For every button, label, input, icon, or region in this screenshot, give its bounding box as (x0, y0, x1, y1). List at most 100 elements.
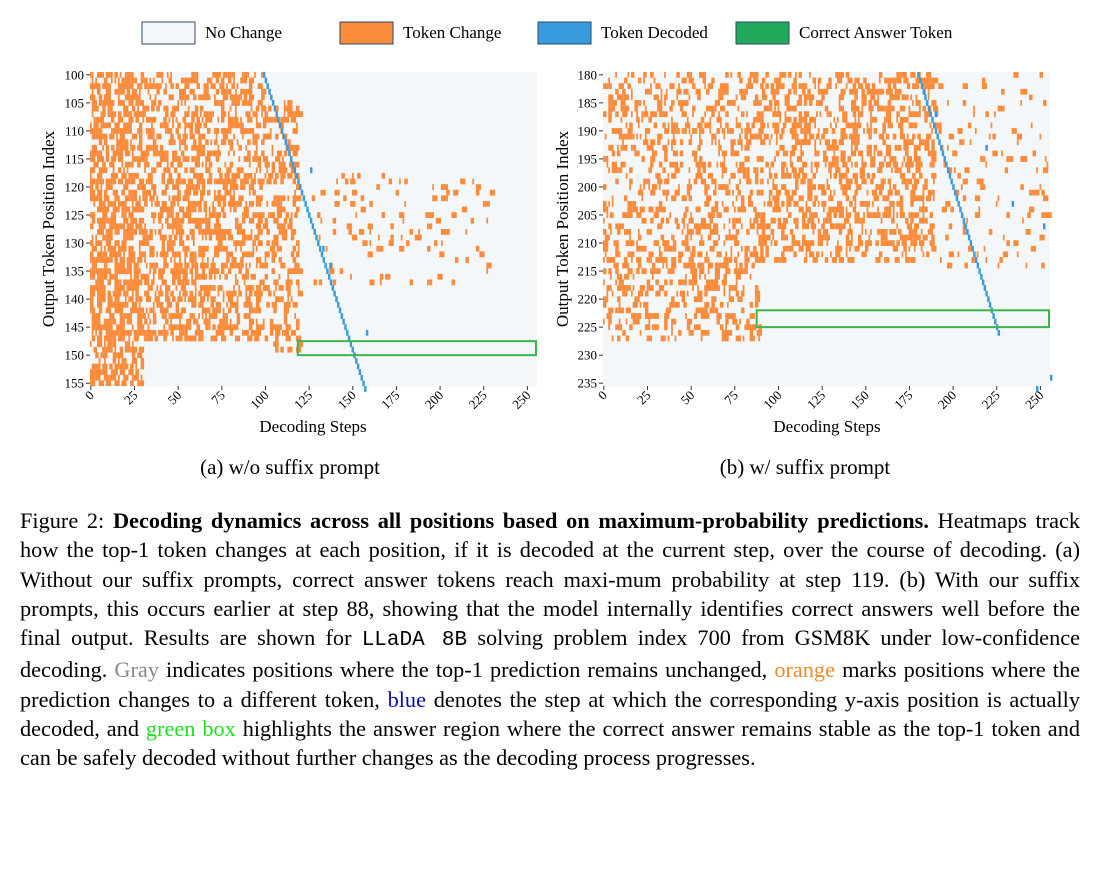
token-change-cell (138, 206, 145, 213)
token-change-cell (262, 223, 269, 230)
token-change-cell (622, 111, 628, 118)
token-change-cell (196, 217, 200, 224)
token-change-cell (175, 335, 180, 342)
token-change-cell (201, 307, 207, 314)
token-change-cell (238, 195, 244, 202)
token-change-cell (266, 229, 270, 235)
token-change-cell (334, 189, 340, 196)
token-change-cell (761, 223, 766, 230)
token-change-cell (884, 240, 890, 247)
token-change-cell (138, 223, 143, 230)
token-change-cell (730, 139, 736, 146)
token-change-cell (93, 105, 99, 112)
token-change-cell (126, 318, 132, 325)
token-change-cell (283, 329, 290, 336)
token-change-cell (170, 257, 173, 263)
token-change-cell (275, 296, 281, 303)
token-decoded-cell (329, 262, 332, 269)
token-change-cell (910, 94, 913, 101)
token-change-cell (803, 240, 810, 247)
token-change-cell (273, 290, 276, 297)
token-change-cell (685, 245, 691, 252)
token-change-cell (941, 206, 947, 213)
token-change-cell (236, 313, 241, 319)
token-change-cell (100, 172, 103, 179)
token-change-cell (814, 116, 817, 123)
token-change-cell (919, 105, 921, 112)
token-change-cell (227, 139, 234, 146)
token-change-cell (655, 257, 661, 263)
token-change-cell (826, 83, 832, 90)
token-change-cell (651, 156, 654, 162)
token-change-cell (165, 307, 169, 314)
token-change-cell (878, 88, 885, 95)
token-change-cell (98, 139, 103, 146)
token-change-cell (276, 200, 279, 207)
token-change-cell (351, 189, 356, 196)
token-change-cell (123, 324, 125, 331)
token-change-cell (1041, 262, 1045, 269)
token-change-cell (158, 212, 164, 218)
token-change-cell (93, 245, 97, 252)
token-change-cell (849, 200, 853, 207)
token-change-cell (215, 223, 221, 230)
token-change-cell (227, 77, 232, 84)
token-change-cell (997, 195, 1000, 202)
token-change-cell (213, 245, 218, 252)
token-change-cell (728, 285, 731, 291)
token-change-cell (913, 240, 918, 247)
token-change-cell (236, 296, 239, 303)
token-change-cell (102, 111, 106, 118)
token-change-cell (739, 318, 741, 325)
token-change-cell (90, 240, 94, 247)
token-change-cell (257, 240, 263, 247)
token-change-cell (320, 189, 326, 196)
token-change-cell (280, 262, 286, 269)
token-change-cell (924, 139, 930, 146)
token-change-cell (603, 245, 609, 252)
token-change-cell (130, 195, 132, 202)
token-change-cell (105, 329, 111, 336)
token-change-cell (903, 245, 907, 252)
token-change-cell (142, 195, 145, 202)
token-decoded-cell (978, 268, 981, 275)
y-tick-label: 115 (65, 151, 84, 166)
token-change-cell (816, 167, 818, 174)
token-change-cell (114, 77, 117, 84)
token-change-cell (653, 77, 656, 84)
token-change-cell (674, 335, 677, 342)
token-change-cell (107, 245, 111, 252)
token-change-cell (744, 128, 750, 134)
token-change-cell (810, 212, 817, 218)
token-change-cell (166, 212, 171, 218)
token-change-cell (838, 94, 844, 101)
token-change-cell (623, 77, 628, 84)
token-change-cell (102, 161, 106, 168)
token-change-cell (144, 318, 148, 325)
token-change-cell (191, 279, 197, 286)
token-change-cell (800, 150, 804, 157)
token-change-cell (233, 133, 235, 140)
answer-box (755, 309, 1050, 329)
token-change-cell (116, 139, 118, 146)
token-change-cell (257, 161, 262, 168)
token-change-cell (639, 329, 642, 336)
token-change-cell (287, 296, 290, 303)
token-change-cell (149, 268, 152, 275)
token-change-cell (1011, 128, 1017, 134)
token-change-cell (611, 200, 614, 207)
token-change-cell (912, 212, 916, 218)
token-decoded-cell (924, 94, 927, 101)
token-change-cell (255, 307, 262, 314)
token-change-cell (212, 307, 218, 314)
token-change-cell (931, 234, 935, 241)
token-change-cell (627, 212, 633, 218)
token-change-cell (796, 172, 801, 179)
token-change-cell (222, 200, 227, 207)
token-change-cell (795, 240, 801, 247)
token-change-cell (823, 128, 829, 134)
token-change-cell (170, 329, 174, 336)
token-change-cell (142, 206, 145, 213)
token-change-cell (1006, 212, 1010, 218)
token-change-cell (131, 290, 134, 297)
